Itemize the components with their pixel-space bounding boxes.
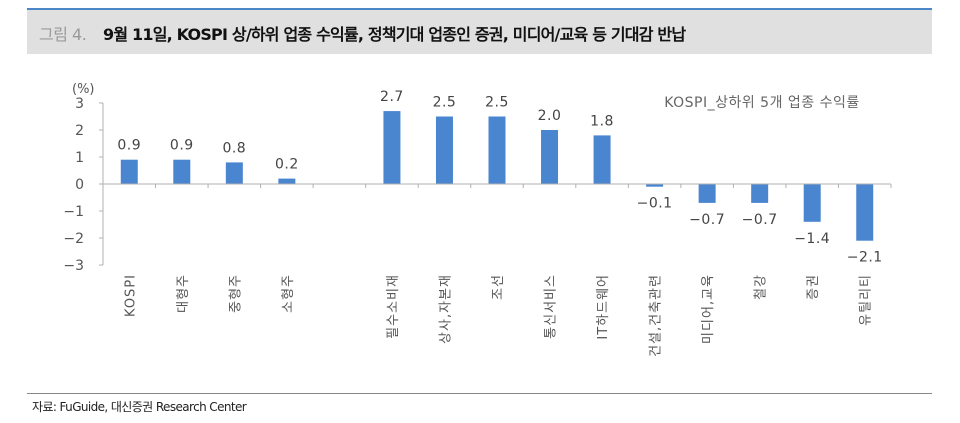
bar [646,184,664,187]
x-category-label: 상사,자본재 [438,274,453,344]
x-category-label: 건설,건축관련 [649,274,664,357]
x-category-label: 미디어,교육 [701,274,716,344]
y-axis-unit-label: (%) [72,82,95,97]
y-tick-label: 2 [75,123,84,139]
y-tick-label: 1 [75,150,84,166]
y-axis: 3 2 1 0 −1 −2 −3 [63,96,104,274]
chart-title: KOSPI_상하위 5개 업종 수익률 [664,95,860,111]
bar-value-label: 2.7 [380,89,404,105]
footer-divider [27,393,932,394]
bar [278,178,296,184]
bar-chart: (%) KOSPI_상하위 5개 업종 수익률 3 2 1 0 −1 −2 −3 0.9 0.… [63,82,892,357]
x-category-label: IT하드웨어 [596,274,611,340]
y-tick-label: 0 [75,177,84,193]
y-tick-label: −1 [63,204,84,220]
bar-value-label: 1.8 [590,113,614,129]
bar-value-label: −0.7 [742,212,778,228]
figure-header: 그림 4. 9월 11일, KOSPI 상/하위 업종 수익률, 정책기대 업종… [27,8,932,54]
figure-title: 9월 11일, KOSPI 상/하위 업종 수익률, 정책기대 업종인 증권, … [103,25,686,44]
bar [225,162,243,184]
y-tick-label: −2 [63,231,84,247]
bar [435,116,453,184]
x-category-label: 철강 [754,274,769,300]
bar-value-label: −0.7 [689,212,725,228]
figure-number: 그림 4. [39,25,87,44]
bar-value-label: 0.8 [222,140,246,156]
y-tick-label: 3 [75,96,84,112]
x-category-label: 중형주 [228,274,243,313]
bar-value-label: 2.5 [485,95,509,111]
x-category-label: 조선 [491,274,506,300]
bar [856,184,874,241]
bar [751,184,769,203]
x-category-label: 유틸리티 [859,274,874,326]
source-note: 자료: FuGuide, 대신증권 Research Center [32,400,247,414]
x-category-label: 통신서비스 [544,274,559,339]
bar [541,130,559,184]
bar-value-label: 2.0 [538,108,562,124]
x-category-label: 대형주 [176,274,191,313]
bar-series: 0.9 0.9 0.80.22.7 2.5 2.52.0 1.8−0.1−0.7 −0.7−… [117,89,882,266]
bar [383,111,401,184]
bar [173,159,191,184]
bar [593,135,611,184]
bar [803,184,821,222]
bar-value-label: −2.1 [847,250,883,266]
bar-value-label: 0.9 [170,138,194,154]
bar [120,159,138,184]
bar [488,116,506,184]
x-category-label: KOSPI [123,274,138,317]
bar-value-label: −1.4 [794,231,830,247]
y-tick-label: −3 [63,258,84,274]
x-axis: KOSPI 대형주 중형주 소형주 필수소비재 상사,자본재 조선 통신서비스 IT하드웨어 건설… [103,183,892,357]
x-category-label: 필수소비재 [386,274,401,339]
x-category-label: 소형주 [281,274,296,313]
x-category-label: 증권 [806,274,821,300]
bar-value-label: 2.5 [433,95,457,111]
bar-value-label: 0.2 [275,157,299,173]
bar [698,184,716,203]
bar-value-label: −0.1 [637,196,673,212]
bar-value-label: 0.9 [117,138,141,154]
